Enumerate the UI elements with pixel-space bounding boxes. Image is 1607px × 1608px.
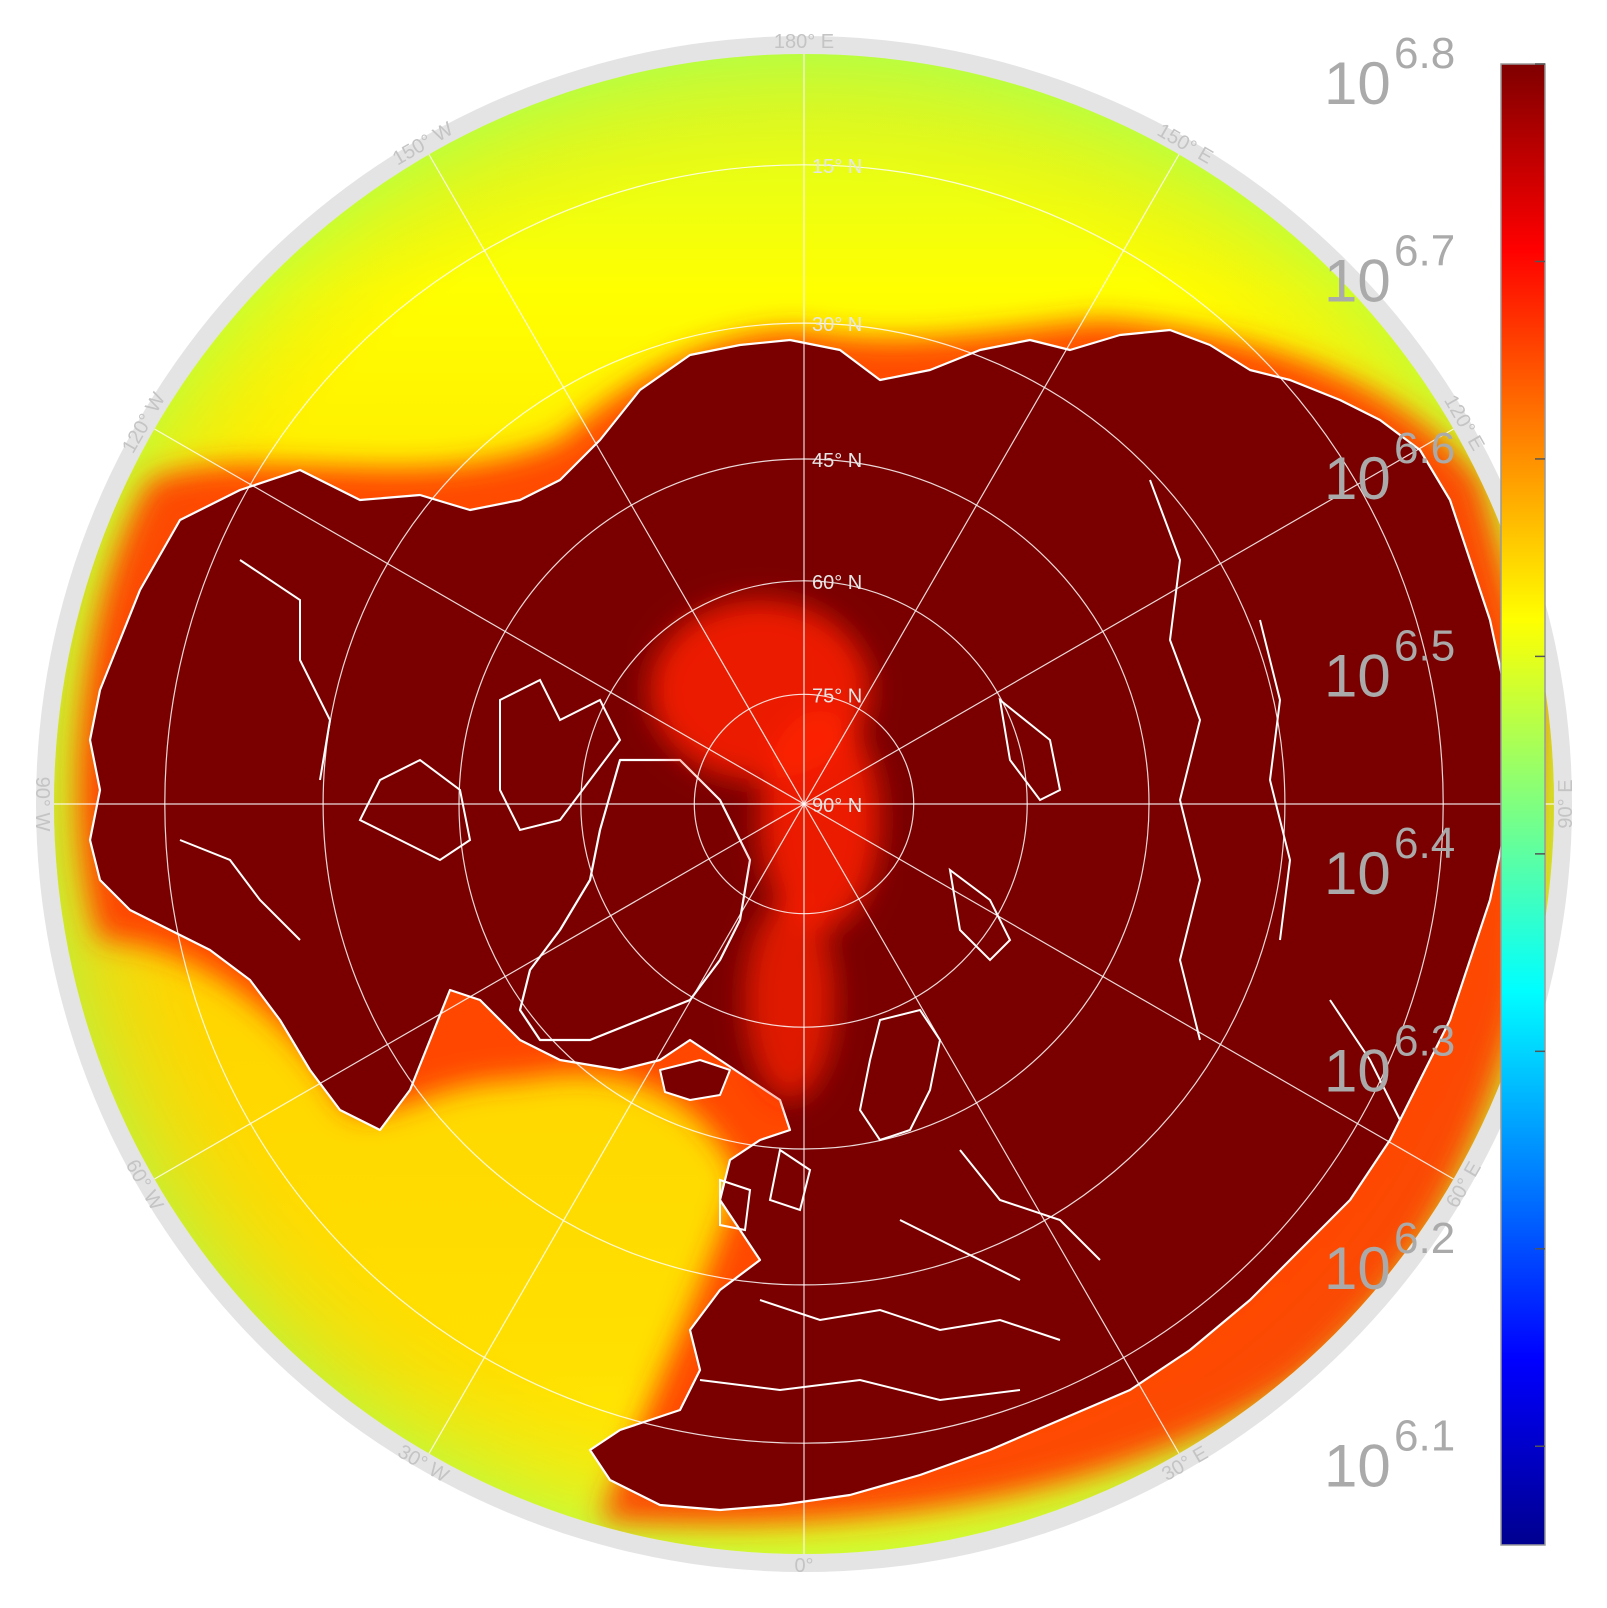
colorbar-tick-base: 10 — [1324, 642, 1391, 709]
meridian-label: 0° — [794, 1555, 813, 1577]
meridian-150 — [803, 154, 1180, 805]
colorbar-tick-exponent: 6.6 — [1394, 424, 1455, 473]
parallel-label: 75° N — [812, 685, 862, 707]
colorbar-tick-exponent: 6.4 — [1394, 819, 1455, 868]
colorbar-tick-base: 10 — [1324, 1432, 1391, 1499]
parallel-labels: 15° N 30° N 45° N 60° N 75° N 90° N — [812, 156, 862, 817]
colorbar-tick-exponent: 6.2 — [1394, 1214, 1455, 1263]
meridian--30 — [428, 803, 805, 1454]
parallel-label: 15° N — [812, 156, 862, 178]
arctic-warm-patch — [650, 600, 880, 1100]
parallel-label: 90° N — [812, 795, 862, 817]
coastline-details — [179, 479, 1401, 1402]
meridian-30 — [803, 803, 1180, 1454]
parallel-label: 45° N — [812, 450, 862, 472]
colorbar-tick-base: 10 — [1324, 1235, 1391, 1302]
meridian--150 — [428, 154, 805, 805]
colorbar-tick-base: 10 — [1324, 247, 1391, 314]
greenland — [518, 758, 752, 1042]
meridian-label: 90° E — [1555, 779, 1577, 828]
meridian-60 — [803, 803, 1454, 1180]
parallel-label: 30° N — [812, 314, 862, 336]
colorbar-gradient — [1500, 63, 1546, 1546]
meridian-120 — [803, 428, 1454, 805]
colorbar-tick-exponent: 6.3 — [1394, 1016, 1455, 1065]
colorbar-tick-exponent: 6.1 — [1394, 1411, 1455, 1460]
meridian--60 — [154, 803, 805, 1180]
colorbar: 10 6.810 6.710 6.610 6.510 6.410 6.310 6.210 6.1 — [1324, 29, 1546, 1546]
colorbar-tick-exponent: 6.8 — [1394, 29, 1455, 78]
parallel-label: 60° N — [812, 572, 862, 594]
meridian-label: 90° W — [31, 777, 53, 832]
colorbar-tick-base: 10 — [1324, 1037, 1391, 1104]
meridian-label: 180° E — [774, 31, 834, 53]
meridian--120 — [154, 428, 805, 805]
colorbar-tick-base: 10 — [1324, 445, 1391, 512]
colorbar-tick-base: 10 — [1324, 50, 1391, 117]
colorbar-tick-base: 10 — [1324, 840, 1391, 907]
colorbar-ticks: 10 6.810 6.710 6.610 6.510 6.410 6.310 6.210 6.1 — [1324, 29, 1545, 1499]
colorbar-tick-exponent: 6.7 — [1394, 226, 1455, 275]
graticule — [54, 54, 1554, 1554]
colorbar-tick-exponent: 6.5 — [1394, 621, 1455, 670]
iceland — [659, 1059, 731, 1101]
